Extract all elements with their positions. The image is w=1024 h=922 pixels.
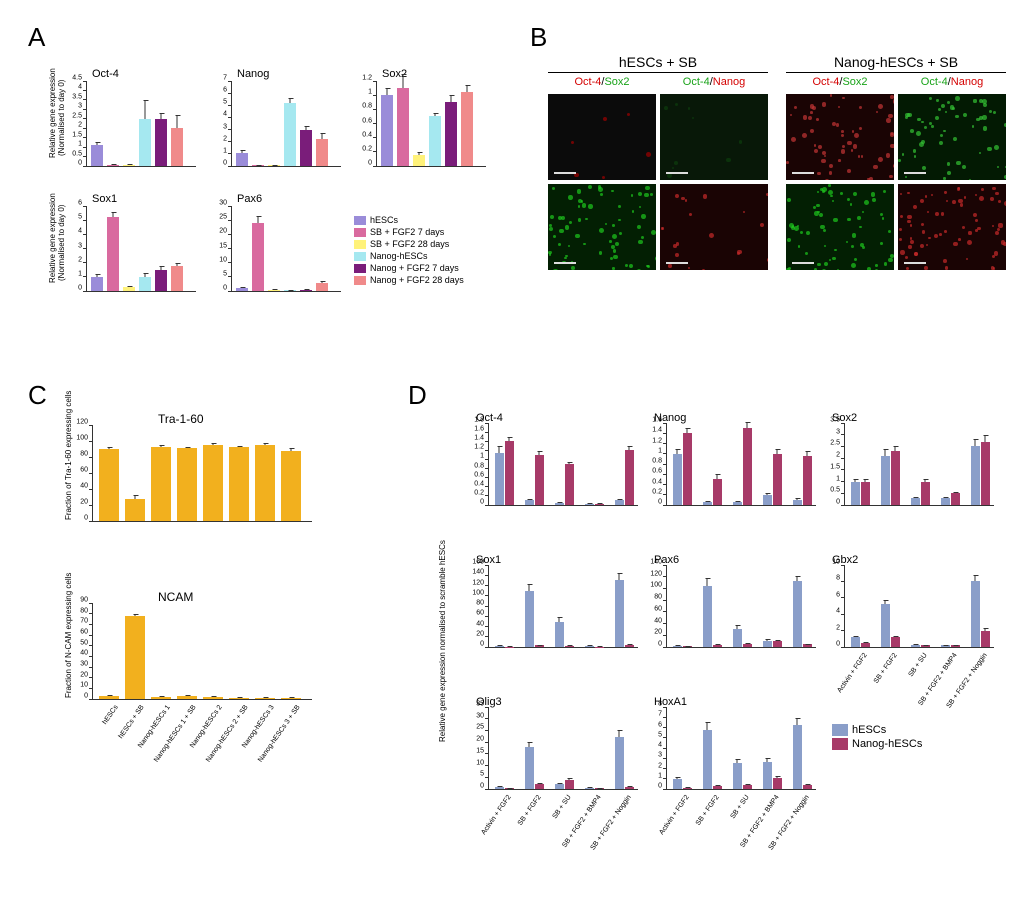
panelD-legend: hESCsNanog-hESCs — [832, 722, 922, 752]
panelD-chart-hoxa1: HoxA1012345678Activin + FGF2SB + FGF2SB … — [644, 696, 814, 838]
panel-D-label: D — [408, 380, 427, 411]
panelB-sublabel: Oct-4/Nanog — [660, 76, 768, 88]
panelA-chart-sox2: Sox200.20.40.60.811.2 — [352, 68, 492, 183]
panelC-chart-ncam: NCAMFraction of N-CAM expressing cells01… — [58, 590, 318, 770]
panelB-sublabel: Oct-4/Sox2 — [786, 76, 894, 88]
panelB-micrograph — [786, 184, 894, 270]
panelB-micrograph — [660, 184, 768, 270]
panelB-header: hESCs + SB — [548, 54, 768, 70]
panelA-chart-nanog: Nanog01234567 — [207, 68, 347, 183]
panelB-micrograph — [898, 184, 1006, 270]
panel-B-label: B — [530, 22, 547, 53]
panelD-chart-oct-4: Oct-400.20.40.60.811.21.41.61.8 — [466, 412, 636, 554]
panel-C-label: C — [28, 380, 47, 411]
panelB-micrograph — [548, 94, 656, 180]
panelA-chart-oct-4: Oct-400.511.522.533.544.5 — [62, 68, 202, 183]
panelD-chart-nanog: Nanog00.20.40.60.811.21.41.6 — [644, 412, 814, 554]
panel-A: Oct-400.511.522.533.544.5Nanog01234567So… — [42, 58, 502, 358]
panelB-micrograph — [548, 184, 656, 270]
panelB-sublabel: Oct-4/Nanog — [898, 76, 1006, 88]
panel-D: Relative gene expression normalised to s… — [432, 412, 1012, 912]
panel-A-label: A — [28, 22, 45, 53]
panelC-chart-tra-1-60: Tra-1-60Fraction of Tra-1-60 expressing … — [58, 412, 318, 592]
panelD-chart-sox2: Sox200.511.522.533.5 — [822, 412, 992, 554]
panelB-header: Nanog-hESCs + SB — [786, 54, 1006, 70]
panelB-micrograph — [660, 94, 768, 180]
panelA-chart-sox1: Sox10123456 — [62, 193, 202, 308]
panelB-sublabel: Oct-4/Sox2 — [548, 76, 656, 88]
panelD-chart-sox1: Sox1020406080100120140160 — [466, 554, 636, 696]
panel-B: hESCs + SB Nanog-hESCs + SB Oct-4/Sox2 Oct-… — [548, 54, 1008, 334]
panelD-chart-olig3: Olig305101520253035Activin + FGF2SB + FG… — [466, 696, 636, 838]
panel-C: Tra-1-60Fraction of Tra-1-60 expressing … — [58, 412, 358, 792]
panelB-micrograph — [786, 94, 894, 180]
panelD-chart-gbx2: Gbx20246810Activin + FGF2SB + FGF2SB + S… — [822, 554, 992, 696]
panelA-legend: hESCsSB + FGF2 7 daysSB + FGF2 28 daysNa… — [354, 213, 464, 287]
panelD-chart-pax6: Pax6020406080100120140 — [644, 554, 814, 696]
panelB-micrograph — [898, 94, 1006, 180]
panelA-chart-pax6: Pax6051015202530 — [207, 193, 347, 308]
